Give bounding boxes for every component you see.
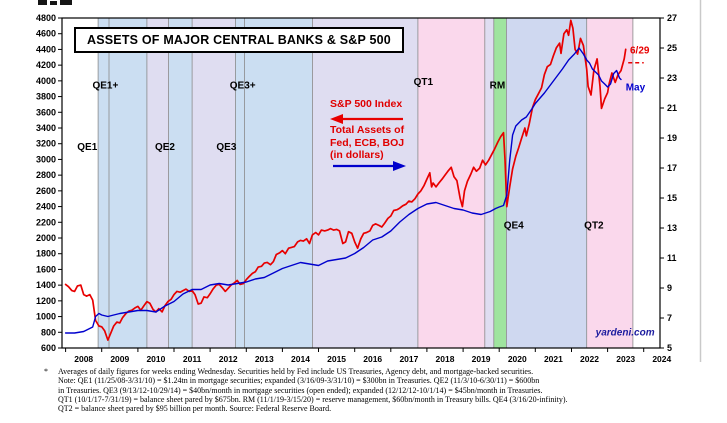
x-axis-year-label: 2009 (110, 354, 129, 364)
annotation-sp500-latest-date: 6/29 (630, 45, 650, 56)
left-axis-tick-label: 1800 (36, 249, 56, 259)
x-axis-year-label: 2017 (399, 354, 418, 364)
left-axis-tick-label: 3000 (36, 154, 56, 164)
right-axis-tick-label: 21 (667, 103, 677, 113)
x-axis-year-label: 2019 (472, 354, 491, 364)
left-axis-tick-label: 1600 (36, 264, 56, 274)
left-axis-tick-label: 1200 (36, 296, 56, 306)
series-sp500index (64, 19, 627, 341)
footnotes: * Averages of daily figures for weeks end… (44, 367, 714, 413)
plot-frame (61, 17, 661, 349)
x-axis-year-label: 2018 (436, 354, 455, 364)
x-axis-year-label: 2024 (652, 354, 671, 364)
x-axis-year-label: 2023 (616, 354, 635, 364)
right-axis-tick-label: 11 (667, 253, 677, 263)
left-axis-tick-label: 3800 (36, 92, 56, 102)
period-label-qt2: QT2 (584, 221, 604, 232)
left-axis-tick-label: 3600 (36, 107, 56, 117)
left-axis-tick-label: 4800 (36, 13, 56, 23)
left-axis-tick-label: 2600 (36, 186, 56, 196)
x-axis-year-label: 2021 (544, 354, 563, 364)
band-gap2 (192, 18, 236, 348)
cropped-header-fragment (60, 0, 72, 5)
left-axis-tick-label: 2400 (36, 202, 56, 212)
right-axis-tick-label: 23 (667, 73, 677, 83)
legend-assets-label: Total Assets of Fed, ECB, BOJ (in dollar… (330, 124, 404, 162)
x-axis-year-label: 2013 (255, 354, 274, 364)
right-axis-tick-label: 27 (667, 13, 677, 23)
left-axis-tick-label: 4600 (36, 29, 56, 39)
band-qe1 (98, 18, 147, 348)
assets-right-arrow-head (393, 161, 406, 171)
band-qt2 (586, 18, 633, 348)
left-axis-tick-label: 3400 (36, 123, 56, 133)
left-axis-tick-label: 2800 (36, 170, 56, 180)
band-qe3 (235, 18, 313, 348)
right-axis-tick-label: 19 (667, 133, 677, 143)
chart-title: ASSETS OF MAJOR CENTRAL BANKS & S&P 500 (74, 27, 404, 53)
footnote-line: in Treasuries. QE3 (9/13/12-10/29/14) = … (58, 385, 543, 395)
legend-assets-line: Fed, ECB, BOJ (330, 136, 405, 149)
footnote-line: QT1 (10/1/17-7/31/19) = balance sheet pa… (58, 394, 568, 404)
right-axis-tick-label: 17 (667, 163, 677, 173)
period-label-qe3: QE3+ (230, 81, 256, 92)
period-label-qt1: QT1 (414, 77, 434, 88)
footnote-line: QT2 = balance sheet pared by $95 billion… (58, 404, 332, 414)
period-label-rm: RM (490, 81, 506, 92)
band-gap4 (484, 18, 494, 348)
band-qe2 (168, 18, 193, 348)
period-label-qe1: QE1 (77, 142, 97, 153)
sp500-left-arrow-head (330, 114, 343, 124)
left-axis-tick-label: 3200 (36, 139, 56, 149)
period-label-qe4: QE4 (504, 221, 524, 232)
band-gap1 (146, 18, 169, 348)
x-axis-year-label: 2022 (580, 354, 599, 364)
left-axis-tick-label: 2000 (36, 233, 56, 243)
band-gap3 (312, 18, 418, 348)
footnote-line: Averages of daily figures for weeks endi… (58, 367, 534, 376)
footnote-line: Note: QE1 (11/25/08-3/31/10) = $1.24tn i… (58, 376, 540, 386)
band-qe4 (506, 18, 587, 348)
left-axis-tick-label: 2200 (36, 217, 56, 227)
left-axis-tick-label: 1000 (36, 312, 56, 322)
left-axis-tick-label: 4000 (36, 76, 56, 86)
right-axis-tick-label: 15 (667, 193, 677, 203)
right-axis-tick-label: 5 (667, 343, 672, 353)
left-axis-tick-label: 600 (41, 343, 56, 353)
period-label-qe1: QE1+ (92, 81, 118, 92)
x-axis-year-label: 2014 (291, 354, 310, 364)
series-totalassetsoffedecbboj (64, 47, 622, 334)
right-axis-tick-label: 7 (667, 313, 672, 323)
left-axis-tick-label: 1400 (36, 280, 56, 290)
right-axis-tick-label: 25 (667, 43, 677, 53)
annotation-assets-latest-month: May (626, 82, 646, 93)
legend-assets-line: Total Assets of (330, 124, 405, 136)
x-axis-year-label: 2012 (219, 354, 238, 364)
x-axis-year-label: 2011 (183, 354, 202, 364)
right-axis-tick-label: 13 (667, 223, 677, 233)
x-axis-year-label: 2010 (146, 354, 165, 364)
left-axis-tick-label: 4400 (36, 44, 56, 54)
right-axis-tick-label: 9 (667, 283, 672, 293)
x-axis-year-label: 2015 (327, 354, 346, 364)
period-label-qe2: QE2 (155, 142, 175, 153)
x-axis-year-label: 2008 (74, 354, 93, 364)
band-rm (493, 18, 507, 348)
left-axis-tick-label: 4200 (36, 60, 56, 70)
period-label-qe3: QE3 (216, 142, 236, 153)
cropped-header-fragment (50, 1, 57, 5)
legend-sp500-label: S&P 500 Index (330, 98, 403, 110)
annotation-source-watermark: yardeni.com (595, 327, 655, 338)
x-axis-year-label: 2016 (363, 354, 382, 364)
footnote-marker: * (44, 367, 48, 376)
left-axis-tick-label: 800 (41, 327, 56, 337)
legend-assets-line: (in dollars) (330, 149, 384, 161)
cropped-header-fragment (38, 0, 47, 5)
band-qt1 (417, 18, 485, 348)
x-axis-year-label: 2020 (508, 354, 527, 364)
